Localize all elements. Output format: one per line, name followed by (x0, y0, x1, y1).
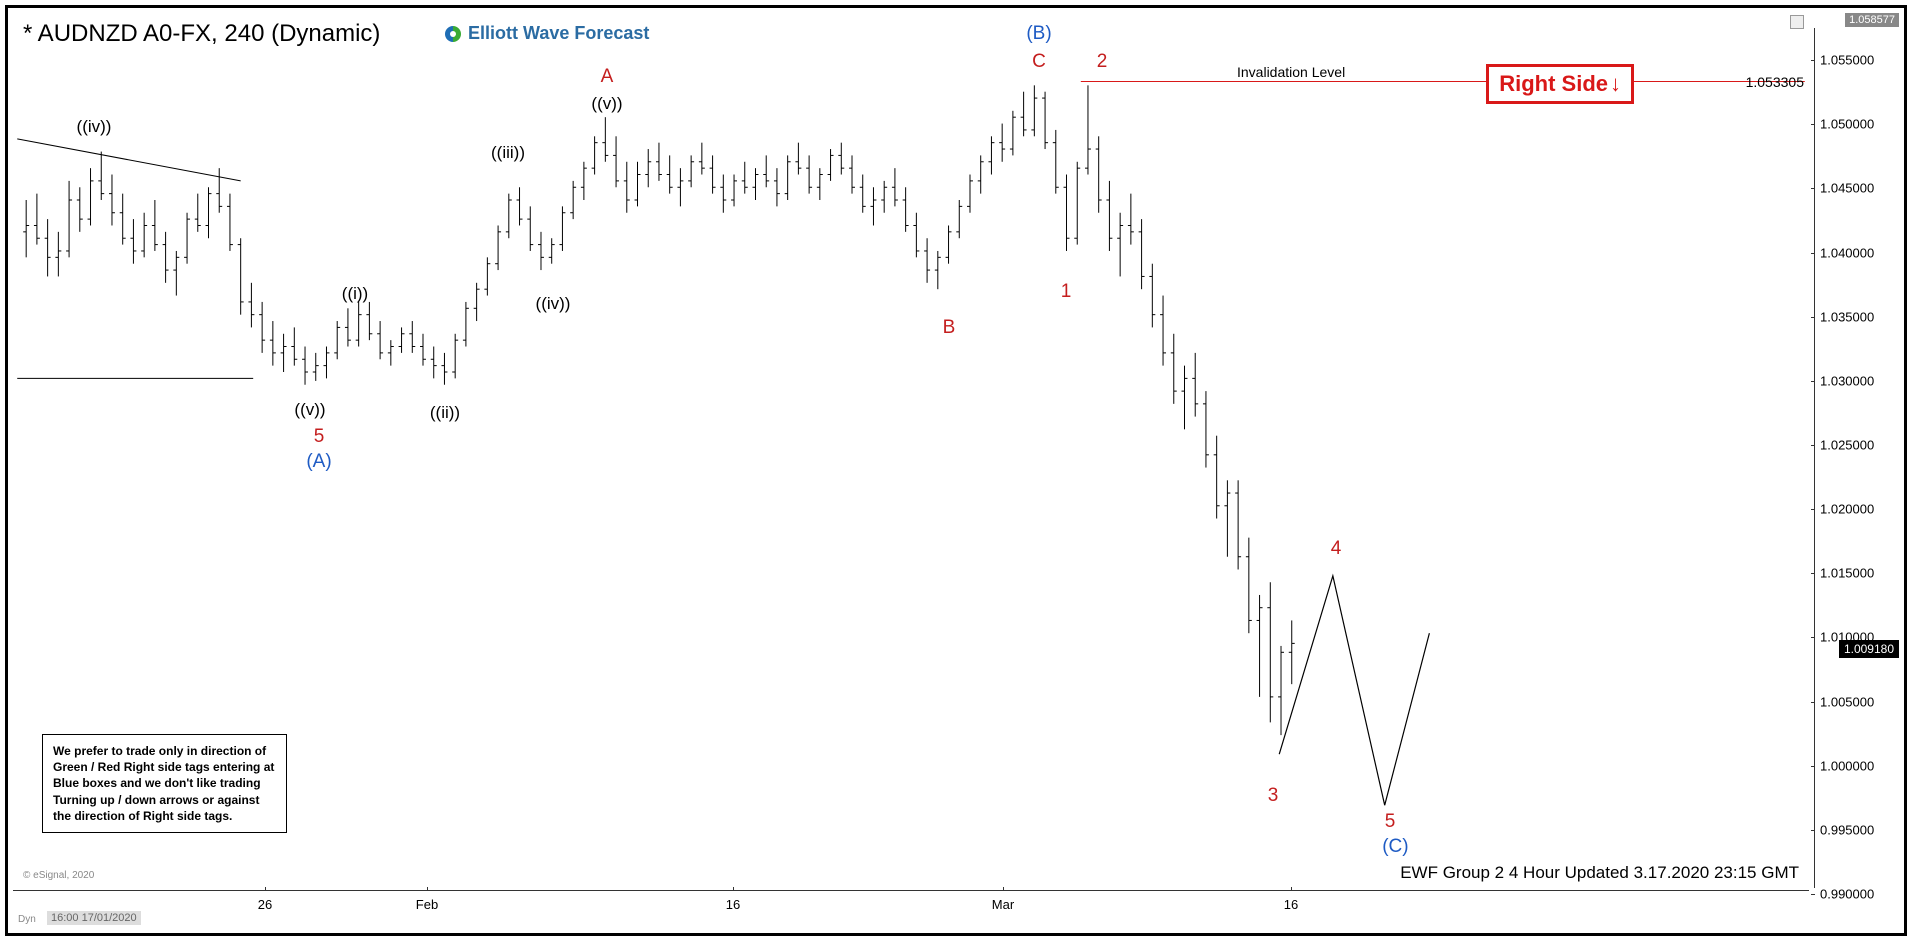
wave-annotation: ((iv)) (77, 117, 112, 137)
chart-container: * AUDNZD A0-FX, 240 (Dynamic) Elliott Wa… (5, 5, 1907, 936)
y-tick-label: 1.025000 (1815, 437, 1874, 452)
x-tick-label: 16 (1284, 897, 1298, 912)
y-tick-label: 0.995000 (1815, 822, 1874, 837)
y-tick-label: 0.990000 (1815, 887, 1874, 902)
y-axis: 0.9900000.9950001.0000001.0050001.010000… (1814, 28, 1899, 888)
invalidation-label: Invalidation Level (1237, 64, 1345, 80)
current-price-tag: 1.009180 (1839, 640, 1899, 658)
wave-annotation: 5 (1385, 811, 1396, 833)
wave-annotation: 3 (1268, 785, 1279, 807)
wave-annotation: ((v)) (294, 400, 325, 420)
wave-annotation: 5 (314, 426, 325, 448)
y-tick-label: 1.030000 (1815, 373, 1874, 388)
x-tick-label: Feb (416, 897, 438, 912)
invalidation-price: 1.053305 (1746, 74, 1804, 90)
top-price-tag: 1.058577 (1845, 13, 1899, 27)
x-tick-label: 26 (258, 897, 272, 912)
right-side-box: Right Side ↓ (1486, 64, 1634, 104)
right-side-label: Right Side (1499, 71, 1608, 97)
wave-annotation: 1 (1061, 281, 1072, 303)
wave-annotation: 2 (1097, 51, 1108, 73)
down-arrow-icon: ↓ (1610, 71, 1621, 97)
x-tick-label: 16 (726, 897, 740, 912)
dyn-label: Dyn (18, 914, 36, 925)
y-tick-label: 1.055000 (1815, 53, 1874, 68)
x-tick-label: Mar (992, 897, 1014, 912)
wave-annotation: ((ii)) (430, 403, 460, 423)
y-tick-label: 1.000000 (1815, 758, 1874, 773)
y-tick-label: 1.005000 (1815, 694, 1874, 709)
info-box: We prefer to trade only in direction of … (42, 734, 287, 833)
wave-annotation: (B) (1026, 23, 1051, 45)
footer-text: EWF Group 2 4 Hour Updated 3.17.2020 23:… (1400, 863, 1799, 883)
y-tick-label: 1.045000 (1815, 181, 1874, 196)
wave-annotation: (A) (306, 451, 331, 473)
y-tick-label: 1.035000 (1815, 309, 1874, 324)
y-tick-label: 1.020000 (1815, 502, 1874, 517)
wave-annotation: ((v)) (591, 94, 622, 114)
wave-annotation: A (601, 66, 614, 88)
wave-annotation: B (943, 317, 956, 339)
x-axis: Dyn 16:00 17/01/2020 26 Feb 16 Mar 16 (13, 890, 1809, 928)
bottom-date: 16:00 17/01/2020 (47, 911, 141, 925)
wave-annotation: 4 (1331, 538, 1342, 560)
wave-annotation: ((i)) (342, 284, 368, 304)
wave-annotation: ((iv)) (536, 294, 571, 314)
y-tick-label: 1.040000 (1815, 245, 1874, 260)
y-tick-label: 1.050000 (1815, 117, 1874, 132)
wave-annotation: C (1032, 51, 1046, 73)
copyright: © eSignal, 2020 (23, 870, 94, 881)
wave-annotation: ((iii)) (491, 143, 525, 163)
wave-annotation: (C) (1382, 836, 1408, 858)
y-tick-label: 1.015000 (1815, 566, 1874, 581)
maximize-icon[interactable] (1790, 15, 1804, 29)
